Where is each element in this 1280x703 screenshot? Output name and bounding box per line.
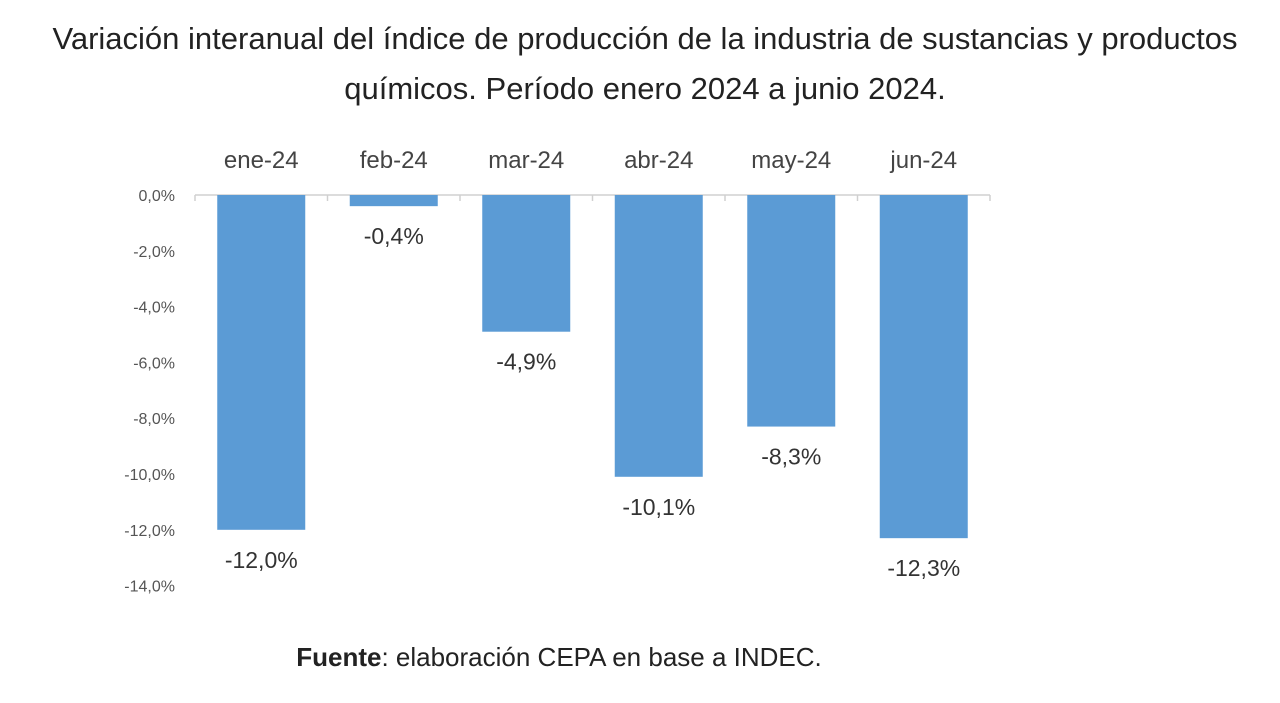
- category-label-abr-24: abr-24: [624, 147, 693, 174]
- value-label-mar-24: -4,9%: [496, 349, 556, 375]
- bar-mar-24: [482, 195, 571, 332]
- y-tick-label: 0,0%: [139, 188, 175, 205]
- category-labels: ene-24 feb-24 mar-24 abr-24 may-24 jun-24: [224, 147, 957, 174]
- y-tick-label: -4,0%: [133, 300, 175, 317]
- value-label-may-24: -8,3%: [761, 444, 821, 470]
- bars: [217, 195, 968, 539]
- y-tick-label: -6,0%: [133, 355, 175, 372]
- y-tick-label: -2,0%: [133, 244, 175, 261]
- y-tick-label: -14,0%: [124, 579, 175, 596]
- y-axis-tick-labels: 0,0% -2,0% -4,0% -6,0% -8,0% -10,0% -12,0% -14,…: [124, 188, 175, 596]
- y-tick-label: -10,0%: [124, 467, 175, 484]
- category-label-jun-24: jun-24: [889, 147, 957, 174]
- value-label-abr-24: -10,1%: [622, 494, 695, 520]
- bar-feb-24: [349, 195, 438, 207]
- bar-abr-24: [614, 195, 703, 477]
- category-label-ene-24: ene-24: [224, 147, 299, 174]
- category-label-may-24: may-24: [751, 147, 831, 174]
- value-label-jun-24: -12,3%: [887, 555, 960, 581]
- bar-ene-24: [217, 195, 306, 530]
- category-label-feb-24: feb-24: [360, 147, 428, 174]
- category-axis: [194, 194, 991, 201]
- chart-title: Variación interanual del índice de produ…: [52, 21, 1238, 106]
- category-label-mar-24: mar-24: [488, 147, 564, 174]
- value-label-ene-24: -12,0%: [225, 547, 298, 573]
- y-tick-label: -8,0%: [133, 411, 175, 428]
- source-label: Fuente: [296, 642, 382, 672]
- y-tick-label: -12,0%: [124, 523, 175, 540]
- bar-jun-24: [879, 195, 968, 539]
- chart-source: Fuente: elaboración CEPA en base a INDEC…: [0, 642, 1118, 673]
- source-text: : elaboración CEPA en base a INDEC.: [381, 642, 822, 672]
- value-labels: -12,0% -0,4% -4,9% -10,1% -8,3% -12,3%: [225, 223, 960, 581]
- bar-may-24: [747, 195, 836, 427]
- value-label-feb-24: -0,4%: [364, 223, 424, 249]
